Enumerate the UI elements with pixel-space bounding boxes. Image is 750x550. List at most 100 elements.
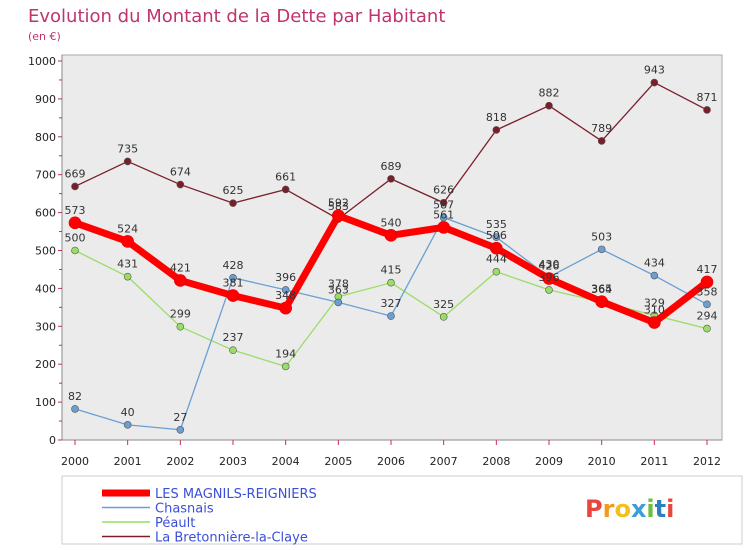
logo-letter: i — [646, 495, 654, 523]
data-label-peault: 396 — [539, 271, 560, 284]
chart-title: Evolution du Montant de la Dette par Hab… — [28, 6, 445, 27]
data-point-les-magnils-reigniers — [490, 241, 503, 255]
y-tick-label: 400 — [35, 282, 56, 295]
y-tick-label: 700 — [35, 169, 56, 182]
legend-label-peault: Péault — [155, 516, 195, 531]
y-tick-label: 300 — [35, 320, 56, 333]
y-tick-label: 100 — [35, 396, 56, 409]
data-label-chasnais: 40 — [121, 406, 135, 419]
data-label-chasnais: 82 — [68, 390, 82, 403]
data-label-les-magnils-reigniers: 426 — [539, 260, 560, 273]
data-label-les-magnils-reigniers: 381 — [223, 277, 244, 290]
data-point-les-magnils-reigniers — [437, 221, 450, 234]
data-point-chasnais — [439, 213, 448, 222]
proxiti-logo: Proxiti — [585, 495, 674, 523]
data-point-chasnais — [703, 300, 711, 309]
data-label-peault: 325 — [433, 298, 454, 311]
data-point-la-bretonniere-la-claye — [123, 157, 132, 166]
data-label-les-magnils-reigniers: 506 — [486, 229, 507, 242]
legend-label-la-bretonniere-la-claye: La Bretonnière-la-Claye — [155, 531, 308, 546]
x-tick-label: 2010 — [588, 455, 616, 468]
data-label-peault: 237 — [223, 331, 244, 344]
chart-subtitle: (en €) — [28, 30, 61, 43]
data-label-la-bretonniere-la-claye: 871 — [697, 91, 718, 104]
data-label-peault: 299 — [170, 308, 191, 321]
data-label-la-bretonniere-la-claye: 943 — [644, 64, 665, 77]
data-label-peault: 431 — [117, 258, 138, 271]
data-point-la-bretonniere-la-claye — [492, 126, 501, 134]
x-tick-label: 2002 — [166, 455, 194, 468]
x-tick-label: 2008 — [482, 455, 510, 468]
data-label-la-bretonniere-la-claye: 583 — [328, 200, 349, 213]
data-label-les-magnils-reigniers: 573 — [65, 204, 86, 217]
data-label-la-bretonniere-la-claye: 625 — [223, 184, 244, 197]
x-tick-label: 2003 — [219, 455, 247, 468]
y-tick-label: 200 — [35, 358, 56, 371]
x-axis: 2000 2001 2002 2003 2004 2005 2006 2007 2008 2009… — [61, 439, 722, 468]
data-point-la-bretonniere-la-claye — [387, 175, 395, 183]
data-label-les-magnils-reigniers: 561 — [433, 208, 454, 221]
data-label-peault: 329 — [644, 296, 665, 309]
data-label-peault: 294 — [697, 310, 718, 323]
x-tick-label: 2005 — [324, 455, 352, 468]
y-tick-label: 800 — [35, 131, 56, 144]
data-label-les-magnils-reigniers: 524 — [117, 222, 138, 235]
data-label-la-bretonniere-la-claye: 674 — [170, 166, 191, 179]
logo-letter: o — [614, 495, 631, 523]
x-tick-label: 2007 — [430, 455, 458, 468]
data-label-les-magnils-reigniers: 310 — [644, 304, 665, 317]
data-point-peault — [439, 313, 448, 321]
data-label-chasnais: 535 — [486, 218, 507, 231]
legend-frame — [61, 475, 743, 545]
data-point-les-magnils-reigniers — [648, 316, 661, 329]
data-point-la-bretonniere-la-claye — [176, 180, 185, 189]
legend-label-chasnais: Chasnais — [155, 502, 214, 517]
data-point-peault — [71, 246, 79, 255]
data-point-peault — [229, 346, 237, 354]
data-label-chasnais: 327 — [381, 297, 402, 310]
x-tick-label: 2009 — [535, 455, 563, 468]
data-point-peault — [123, 272, 132, 281]
data-label-peault: 444 — [486, 253, 507, 266]
data-label-la-bretonniere-la-claye: 818 — [486, 111, 507, 124]
data-label-peault: 194 — [275, 347, 296, 360]
data-label-peault: 415 — [381, 264, 402, 277]
data-label-chasnais: 434 — [644, 257, 665, 270]
data-point-la-bretonniere-la-claye — [281, 185, 290, 194]
legend-label-les-magnils-reigniers: LES MAGNILS-REIGNIERS — [155, 487, 317, 502]
data-point-la-bretonniere-la-claye — [597, 137, 606, 145]
data-point-la-bretonniere-la-claye — [229, 199, 237, 207]
logo-letter: P — [585, 495, 603, 523]
data-label-peault: 378 — [328, 278, 349, 291]
y-tick-label: 0 — [49, 434, 56, 447]
data-label-chasnais: 428 — [223, 259, 244, 272]
y-tick-label: 1000 — [28, 55, 56, 68]
data-point-les-magnils-reigniers — [279, 301, 292, 315]
logo-letter: t — [655, 495, 666, 523]
data-point-chasnais — [123, 421, 132, 429]
x-tick-label: 2006 — [377, 455, 405, 468]
data-point-chasnais — [281, 286, 290, 294]
data-point-chasnais — [597, 245, 606, 254]
data-point-la-bretonniere-la-claye — [703, 106, 711, 114]
data-label-les-magnils-reigniers: 365 — [591, 283, 612, 296]
data-label-les-magnils-reigniers: 592 — [328, 197, 349, 210]
x-tick-label: 2000 — [61, 455, 89, 468]
data-point-la-bretonniere-la-claye — [650, 78, 659, 87]
plot-area — [61, 54, 723, 441]
x-tick-label: 2012 — [693, 455, 721, 468]
data-point-chasnais — [492, 233, 501, 242]
data-label-chasnais: 358 — [697, 285, 718, 298]
data-label-la-bretonniere-la-claye: 626 — [433, 184, 454, 197]
data-label-la-bretonniere-la-claye: 689 — [381, 160, 402, 173]
data-labels: 669 735 674 625 661 583 689 626 818 882 789 943 871 5… — [65, 64, 718, 424]
data-point-peault — [703, 324, 711, 333]
data-point-peault — [281, 362, 290, 371]
y-axis: 0 100 200 300 400 500 600 700 800 900 1000 — [28, 55, 63, 447]
data-point-les-magnils-reigniers — [174, 274, 187, 287]
data-label-chasnais: 363 — [328, 283, 349, 296]
data-point-chasnais — [387, 312, 395, 320]
y-tick-label: 500 — [35, 245, 56, 258]
